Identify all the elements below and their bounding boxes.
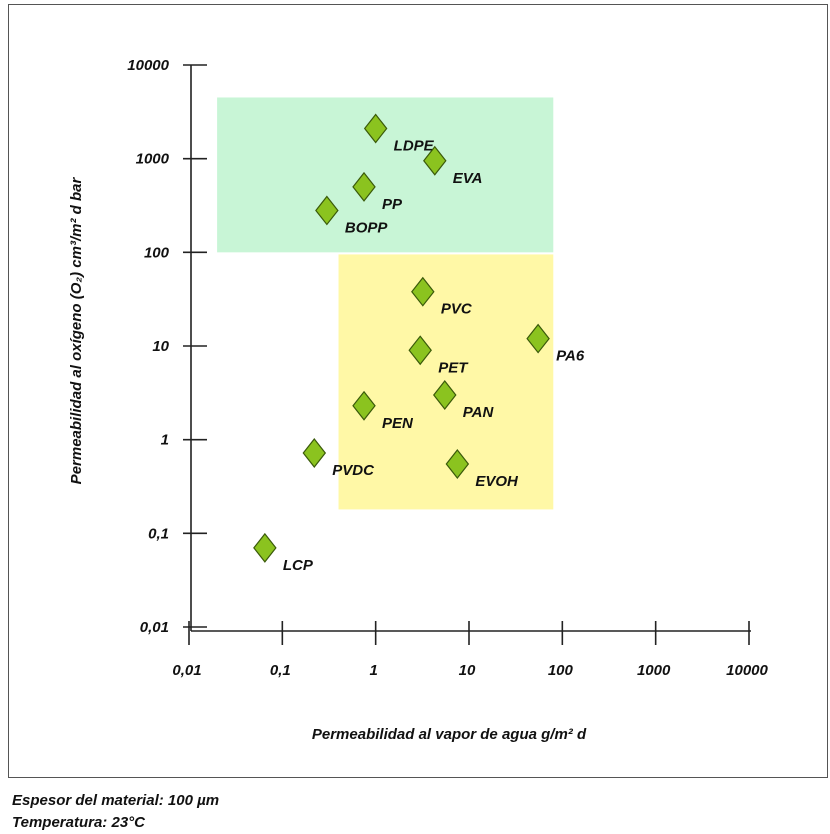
point-marker-pen xyxy=(352,390,376,421)
point-label-pa6: PA6 xyxy=(556,348,585,365)
point-marker-bopp xyxy=(315,195,339,226)
axes: 10000 1000 100 10 1 0,1 0,01 0,01 0,1 1 10 100 1000 1… xyxy=(127,57,768,679)
x-tick-label: 1000 xyxy=(637,662,671,679)
point-label-lcp: LCP xyxy=(283,557,314,574)
point-label-pan: PAN xyxy=(463,404,495,421)
point-marker-pvc xyxy=(411,276,435,307)
x-tick-label: 0,1 xyxy=(270,662,291,679)
y-tick-label: 1 xyxy=(161,432,169,449)
x-tick-label: 10 xyxy=(459,662,476,679)
temperature-note: Temperatura: 23°C xyxy=(12,814,145,831)
point-marker-pp xyxy=(352,171,376,202)
point-marker-ldpe xyxy=(363,113,388,144)
x-axis-title: Permeabilidad al vapor de agua g/m² d xyxy=(312,726,587,743)
y-axis-title: Permeabilidad al oxígeno (O₂) cm³/m² d b… xyxy=(68,177,85,485)
y-tick-label: 0,1 xyxy=(148,525,169,542)
x-tick-label: 10000 xyxy=(726,662,768,679)
point-marker-pet xyxy=(408,335,432,366)
y-tick-label: 1000 xyxy=(136,151,170,168)
point-label-evoh: EVOH xyxy=(475,473,519,490)
point-label-ldpe: LDPE xyxy=(394,137,435,154)
x-tick-label: 100 xyxy=(548,662,574,679)
point-label-pen: PEN xyxy=(382,415,414,432)
x-tick-label: 0,01 xyxy=(172,662,201,679)
chart-frame: 10000 1000 100 10 1 0,1 0,01 0,01 0,1 1 10 100 1000 1… xyxy=(8,4,828,778)
point-marker-lcp xyxy=(253,532,277,563)
point-marker-pa6 xyxy=(526,323,550,354)
x-tick-label: 1 xyxy=(369,662,377,679)
highlight-regions xyxy=(217,97,554,510)
point-label-eva: EVA xyxy=(453,170,483,187)
point-label-pet: PET xyxy=(438,359,469,376)
point-label-bopp: BOPP xyxy=(345,219,389,236)
scatter-chart: 10000 1000 100 10 1 0,1 0,01 0,01 0,1 1 10 100 1000 1… xyxy=(68,57,769,743)
y-tick-label: 0,01 xyxy=(140,619,169,636)
point-marker-eva xyxy=(423,145,447,176)
point-marker-evoh xyxy=(445,449,470,479)
data-points: LDPE EVA PP BOPP PVC PA6 PET PAN PEN PVDC EVOH LCP xyxy=(253,113,585,574)
y-tick-label: 10000 xyxy=(127,57,169,74)
thickness-note: Espesor del material: 100 µm xyxy=(12,792,220,809)
y-tick-label: 100 xyxy=(144,244,170,261)
point-label-pvdc: PVDC xyxy=(332,462,375,479)
y-tick-label: 10 xyxy=(152,338,169,355)
point-label-pvc: PVC xyxy=(441,301,473,318)
point-marker-pvdc xyxy=(302,438,327,469)
point-label-pp: PP xyxy=(382,196,403,213)
point-marker-pan xyxy=(433,380,457,410)
region-green xyxy=(217,97,554,253)
